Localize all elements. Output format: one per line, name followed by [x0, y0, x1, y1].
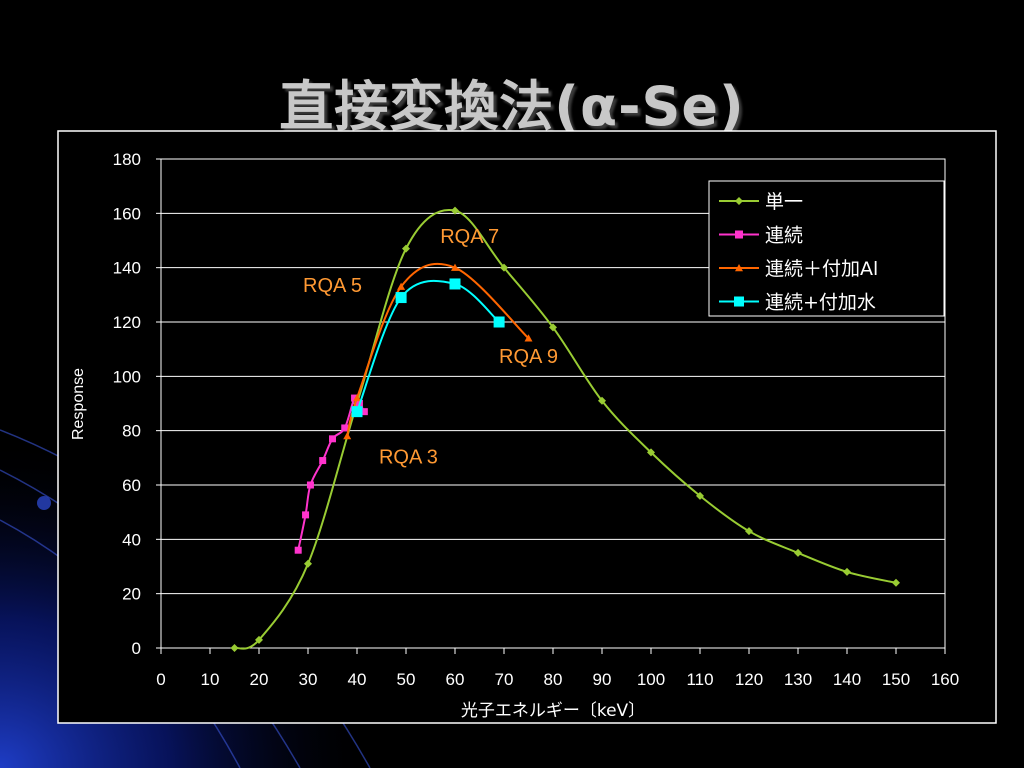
data-point: [794, 548, 802, 557]
y-tick-label: 180: [113, 150, 141, 169]
y-tick-label: 20: [122, 585, 141, 604]
legend-label: 単一: [765, 191, 803, 213]
legend-marker: [735, 264, 743, 272]
data-point: [696, 491, 704, 500]
annotations: RQA 7 RQA 5 RQA 9 RQA 3: [303, 226, 558, 468]
legend-item: 連続+付加水: [719, 292, 876, 314]
data-point: [500, 263, 508, 272]
x-tick-label: 100: [637, 670, 665, 689]
y-tick-label: 0: [132, 639, 141, 658]
data-point: [892, 578, 900, 587]
y-tick-label: 160: [113, 204, 141, 223]
x-tick-label: 70: [495, 670, 514, 689]
y-tick-label: 40: [122, 530, 141, 549]
data-point: [319, 457, 327, 465]
y-tick-label: 120: [113, 313, 141, 332]
x-tick-label: 10: [201, 670, 220, 689]
data-point: [329, 435, 336, 443]
x-tick-label: 20: [250, 670, 269, 689]
x-tick-label: 40: [348, 670, 367, 689]
data-point: [745, 527, 753, 536]
y-tick-label: 60: [122, 476, 141, 495]
x-tick-label: 50: [397, 670, 416, 689]
data-point: [524, 334, 533, 342]
x-axis-label: 光子エネルギー〔keV〕: [461, 701, 645, 721]
data-point: [647, 448, 655, 457]
data-point: [294, 546, 302, 554]
series-layer: [230, 206, 900, 652]
annotation-label: RQA 9: [499, 346, 558, 368]
x-tick-label: 90: [593, 670, 612, 689]
data-point: [353, 394, 361, 402]
y-axis-label: Response: [70, 368, 87, 440]
legend-item: 連続＋付加Al: [719, 258, 878, 280]
y-tick-label: 100: [113, 367, 141, 386]
data-point: [341, 424, 349, 432]
legend-label: 連続＋付加Al: [765, 258, 878, 280]
data-point: [304, 559, 312, 568]
x-tick-label: 60: [446, 670, 465, 689]
annotation-label: RQA 7: [440, 226, 499, 248]
x-tick-label: 120: [735, 670, 763, 689]
data-point: [397, 282, 406, 290]
data-point: [306, 481, 314, 489]
data-point: [451, 206, 459, 215]
data-point: [351, 394, 359, 402]
x-tick-label: 30: [299, 670, 318, 689]
data-point: [451, 263, 459, 271]
data-point: [493, 316, 505, 328]
annotation-label: RQA 5: [303, 275, 362, 297]
series-line: [356, 279, 500, 413]
series-4: [351, 278, 505, 418]
data-point: [360, 408, 368, 416]
x-tick-label: 110: [686, 670, 713, 689]
x-tick-label: 140: [833, 670, 861, 689]
annotation-label: RQA 3: [379, 446, 438, 468]
legend-label: 連続+付加水: [765, 292, 876, 314]
legend-item: 単一: [719, 191, 803, 213]
series-line: [234, 209, 897, 650]
data-point: [549, 323, 557, 332]
x-tick-label: 80: [544, 670, 563, 689]
x-tick-label: 160: [931, 670, 959, 689]
data-point: [843, 567, 851, 576]
legend-marker: [735, 197, 743, 205]
data-point: [230, 644, 239, 652]
x-tick-label: 130: [784, 670, 812, 689]
legend-item: 連続: [719, 225, 803, 247]
legend-label: 連続: [765, 225, 803, 247]
slide-title: 直接変換法(α-Se): [279, 75, 745, 138]
series-1: [230, 206, 900, 652]
y-tick-label: 140: [113, 259, 141, 278]
data-point: [395, 292, 407, 304]
data-point: [343, 432, 352, 440]
legend-marker: [734, 296, 744, 307]
data-point: [255, 635, 263, 644]
data-point: [351, 406, 363, 418]
x-tick-label: 0: [156, 670, 165, 689]
legend-marker: [735, 230, 743, 239]
data-point: [449, 278, 461, 290]
x-tick-label: 150: [882, 670, 910, 689]
legend-box: [708, 180, 945, 317]
axes: 0 20 40 60 80 100 120 140 160 180 0 10 20 30 40 50 60 70 8…: [70, 150, 959, 721]
data-point: [402, 244, 410, 253]
data-point: [598, 396, 606, 405]
y-tick-label: 80: [122, 422, 141, 441]
data-point: [302, 511, 310, 519]
